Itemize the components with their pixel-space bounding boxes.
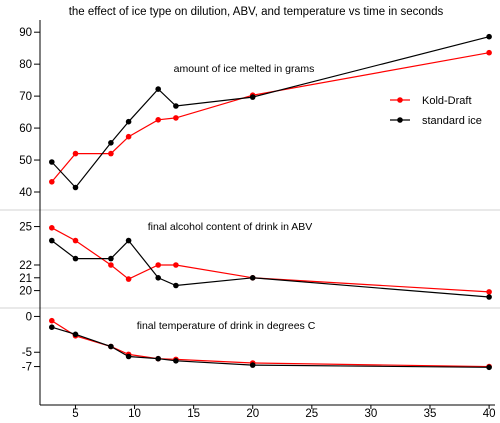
panel-2-series-2-point (125, 237, 132, 244)
legend: Kold-Draft standard ice (390, 95, 482, 127)
panel-1-series-2-point (155, 86, 161, 92)
panel-1-series-1-point (72, 150, 79, 157)
panel-2-ytick-label: 21 (19, 273, 32, 285)
panel-2-series-1-point (108, 262, 114, 268)
panel-3-series-2-point (173, 358, 179, 364)
panel-2-ytick-label: 20 (19, 286, 32, 298)
series-layer (49, 33, 492, 371)
panel-3-series-2-point (72, 331, 79, 338)
panel-2-series-1-point (155, 262, 161, 268)
chart-title: the effect of ice type on dilution, ABV,… (69, 6, 444, 18)
panel-3-series-2-point (249, 362, 256, 368)
x-tick-label: 15 (187, 408, 200, 418)
legend-label-1: Kold-Draft (422, 95, 472, 107)
panel-1-ytick-label: 90 (19, 27, 32, 39)
panel-1-annotation: amount of ice melted in grams (174, 63, 315, 75)
panel-2-series-1-point (173, 262, 179, 268)
panel-3-series-2-point (108, 343, 114, 350)
panel-1-ytick-label: 60 (19, 123, 32, 135)
panel-1-series-2-point (49, 159, 55, 165)
panel-1-series-line-2 (51, 36, 490, 189)
legend-marker-2 (397, 117, 403, 123)
panel-1-series-1-point (173, 115, 179, 121)
panel-1-series-2-point (486, 33, 492, 40)
x-tick-label: 40 (483, 408, 496, 418)
panel-1-series-1-point (155, 117, 161, 123)
panel-2-series-2-point (173, 282, 179, 289)
panel-2-series-2-point (49, 237, 55, 244)
x-tick-label: 10 (128, 408, 141, 418)
legend-label-2: standard ice (422, 115, 482, 127)
panel-3-ytick-label: 0 (26, 311, 32, 323)
x-tick-label: 5 (72, 408, 78, 418)
panel-1-series-2-point (249, 94, 256, 100)
panel-2-ytick-label: 25 (19, 222, 32, 234)
panel-1-series-1-point (125, 133, 132, 140)
panel-1-series-2-point (72, 184, 79, 191)
panel-3-ytick-label: -5 (22, 347, 32, 359)
legend-marker-1 (397, 97, 403, 103)
panel-1-ytick-label: 70 (19, 91, 32, 103)
panel-2-series-1-point (125, 276, 132, 282)
panel-2-series-line-2 (51, 239, 490, 298)
panel-2-series-2-point (108, 255, 114, 262)
x-tick-label: 25 (305, 408, 318, 418)
panel-1-series-2-point (125, 118, 132, 125)
panel-3-series-1-point (49, 317, 55, 324)
x-tick-label: 30 (365, 408, 378, 418)
panel-2-series-2-point (155, 275, 161, 281)
panel-separators (0, 209, 500, 309)
panel-3-series-2-point (49, 324, 55, 331)
panel-1-series-1-point (486, 49, 492, 56)
panel-3-series-2-point (155, 355, 161, 362)
panel-1-ytick-label: 50 (19, 155, 32, 167)
panel-3-annotation: final temperature of drink in degrees C (137, 320, 316, 332)
panel-1-series-1-point (49, 179, 55, 185)
panel-2-series-2-point (486, 294, 492, 300)
panel-2-annotation: final alcohol content of drink in ABV (148, 221, 313, 233)
panel-1-series-2-point (173, 103, 179, 109)
panel-1-ytick-label: 80 (19, 59, 32, 71)
panel-2-series-1-point (49, 225, 55, 231)
panel-2-series-2-point (249, 275, 256, 281)
panel-1-ytick-label: 40 (19, 187, 32, 199)
panel-3-series-2-point (125, 353, 132, 360)
panel-2-ytick-label: 22 (19, 260, 32, 272)
panel-3-ytick-label: -7 (22, 362, 32, 374)
x-tick-label: 20 (246, 408, 259, 418)
panel-3-series-line-2 (51, 326, 490, 368)
panel-3-series-2-point (486, 364, 492, 371)
panel-2-series-1-point (72, 237, 79, 244)
panel-3-series-line-1 (51, 320, 490, 368)
panel-2-series-1-point (486, 289, 492, 295)
panel-2-series-line-1 (51, 227, 490, 293)
panel-2-series-2-point (72, 255, 79, 262)
panel-annotations: amount of ice melted in grams final alcoh… (137, 63, 316, 332)
panel-1-series-2-point (108, 140, 114, 146)
panel-1-series-1-point (108, 150, 114, 157)
x-tick-label: 35 (424, 408, 437, 418)
